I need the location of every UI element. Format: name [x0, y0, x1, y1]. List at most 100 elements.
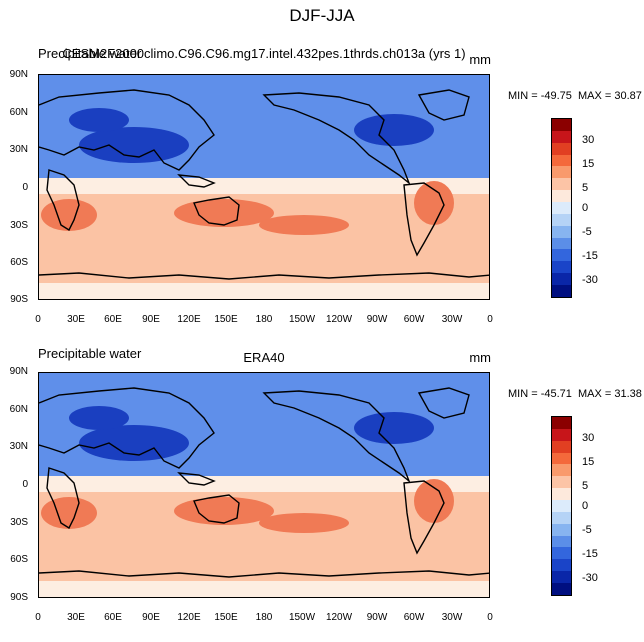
lat-tick: 90S	[10, 592, 28, 603]
lat-tick: 60N	[9, 404, 28, 415]
warm-anomaly	[414, 181, 454, 225]
lat-tick: 90N	[9, 69, 28, 80]
warm-anomaly	[259, 513, 349, 533]
lat-tick: 0	[22, 182, 28, 193]
warm-anomaly	[174, 199, 274, 227]
colorbar-segment	[552, 440, 571, 453]
coastline	[193, 196, 240, 226]
lon-tick: 60E	[104, 314, 122, 325]
colorbar-segment	[552, 523, 571, 536]
colorbar-segment	[552, 166, 571, 179]
case-label: ERA40	[243, 350, 285, 365]
polar-field	[39, 581, 489, 597]
case-label: CESM2F2000climo.C96.C96.mg17.intel.432pe…	[62, 46, 466, 61]
coastline	[39, 272, 489, 280]
cool-anomaly	[69, 108, 129, 132]
colorbar-label: 0	[582, 202, 589, 214]
coastline	[193, 494, 240, 524]
colorbar-label: -5	[582, 226, 592, 238]
lon-tick: 90E	[142, 314, 160, 325]
cool-anomaly	[354, 412, 434, 444]
equator-band	[39, 178, 489, 194]
minmax-label: MIN = -49.75 MAX = 30.87	[508, 90, 642, 102]
colorbar-label: -15	[582, 548, 598, 560]
coastline	[417, 387, 470, 419]
lat-tick: 0	[22, 479, 28, 490]
lat-tick: 60S	[10, 257, 28, 268]
colorbar-label: 5	[582, 480, 589, 492]
colorbar	[551, 416, 572, 596]
colorbar-segment	[552, 464, 571, 477]
precip-difference-field	[39, 373, 489, 597]
colorbar-segment	[552, 535, 571, 548]
panel-model: Precipitable water CESM2F2000climo.C96.C…	[0, 42, 644, 342]
coastline	[46, 169, 80, 232]
colorbar-segment	[552, 225, 571, 238]
variable-label: Precipitable water	[38, 46, 142, 61]
variable-label: Precipitable water	[38, 346, 142, 361]
map-plot	[38, 74, 490, 300]
lon-tick: 120W	[325, 612, 353, 623]
colorbar-segment	[552, 178, 571, 191]
colorbar-label: -30	[582, 572, 598, 584]
lon-tick: 60W	[403, 314, 425, 325]
colorbar-label: -30	[582, 274, 598, 286]
lat-tick: 30N	[9, 441, 28, 452]
lon-tick: 150W	[288, 612, 316, 623]
colorbar-segment	[552, 213, 571, 226]
cool-anomaly	[79, 127, 189, 163]
lon-tick: 30E	[67, 314, 85, 325]
colorbar-segment	[552, 488, 571, 501]
polar-field	[39, 283, 489, 299]
colorbar-segment	[552, 237, 571, 250]
lat-tick: 30S	[10, 220, 28, 231]
equator-band	[39, 476, 489, 492]
max-label: MAX = 31.38	[578, 388, 642, 400]
units-label: mm	[469, 52, 491, 67]
colorbar-segment	[552, 428, 571, 441]
warm-anomaly	[41, 497, 97, 529]
colorbar-segment	[552, 547, 571, 560]
lon-tick: 150E	[214, 612, 238, 623]
lon-tick: 30W	[441, 314, 463, 325]
main-title: DJF-JJA	[289, 6, 355, 25]
coastline	[417, 89, 470, 121]
coastline	[39, 387, 215, 469]
cool-anomaly	[69, 406, 129, 430]
colorbar-segment	[552, 559, 571, 572]
cool-anomaly	[79, 425, 189, 461]
max-label: MAX = 30.87	[578, 90, 642, 102]
colorbar-label: 15	[582, 158, 595, 170]
panel-reference: Precipitable water ERA40 mm MIN = -45.71…	[0, 342, 644, 642]
lon-tick: 0	[35, 314, 41, 325]
lon-tick: 150W	[288, 314, 316, 325]
coastline	[39, 89, 215, 171]
lon-tick: 30E	[67, 612, 85, 623]
coastline	[403, 182, 445, 257]
colorbar-segment	[552, 476, 571, 489]
coastline	[39, 570, 489, 578]
lon-tick: 120W	[325, 314, 353, 325]
colorbar-label: 5	[582, 182, 589, 194]
colorbar-segment	[552, 500, 571, 512]
lat-tick: 30S	[10, 517, 28, 528]
lon-tick: 90W	[366, 612, 388, 623]
colorbar-segment	[552, 571, 571, 584]
colorbar	[551, 118, 572, 298]
lon-tick: 0	[35, 612, 41, 623]
colorbar-label: 15	[582, 456, 595, 468]
colorbar-segment	[552, 417, 571, 429]
lon-tick: 120E	[177, 612, 201, 623]
warm-anomaly	[174, 497, 274, 525]
colorbar-segment	[552, 154, 571, 167]
lon-tick: 150E	[214, 314, 238, 325]
lon-tick: 90W	[366, 314, 388, 325]
coastline	[262, 92, 411, 186]
lon-tick: 0	[487, 612, 493, 623]
colorbar-segment	[552, 249, 571, 262]
warm-anomaly	[259, 215, 349, 235]
lon-tick: 60W	[403, 612, 425, 623]
cool-anomaly	[354, 114, 434, 146]
colorbar-segment	[552, 202, 571, 214]
colorbar-segment	[552, 261, 571, 274]
